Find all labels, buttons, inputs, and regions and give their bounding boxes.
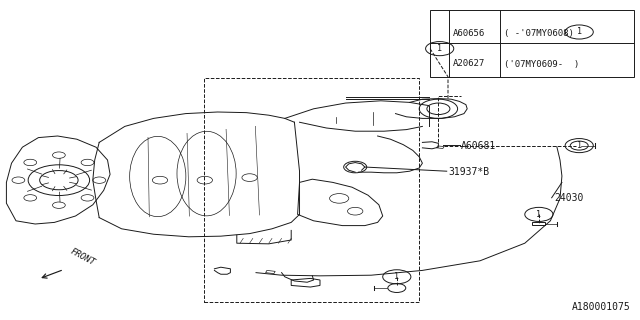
Text: 1: 1: [577, 141, 582, 150]
Text: A180001075: A180001075: [572, 302, 630, 312]
Text: 1: 1: [437, 44, 442, 53]
Text: 31937*B: 31937*B: [448, 167, 489, 177]
Text: 24030: 24030: [554, 193, 584, 204]
Text: 1: 1: [394, 272, 399, 281]
Text: 1: 1: [577, 28, 582, 36]
Text: A60656: A60656: [453, 29, 485, 38]
Text: A20627: A20627: [453, 60, 485, 68]
Text: 1: 1: [536, 210, 541, 219]
Text: A60681: A60681: [461, 140, 496, 151]
Text: ('07MY0609-  ): ('07MY0609- ): [504, 60, 579, 68]
Text: ( -'07MY0608): ( -'07MY0608): [504, 29, 573, 38]
Text: FRONT: FRONT: [69, 247, 97, 267]
Bar: [204, 78, 419, 302]
Bar: [430, 10, 634, 77]
